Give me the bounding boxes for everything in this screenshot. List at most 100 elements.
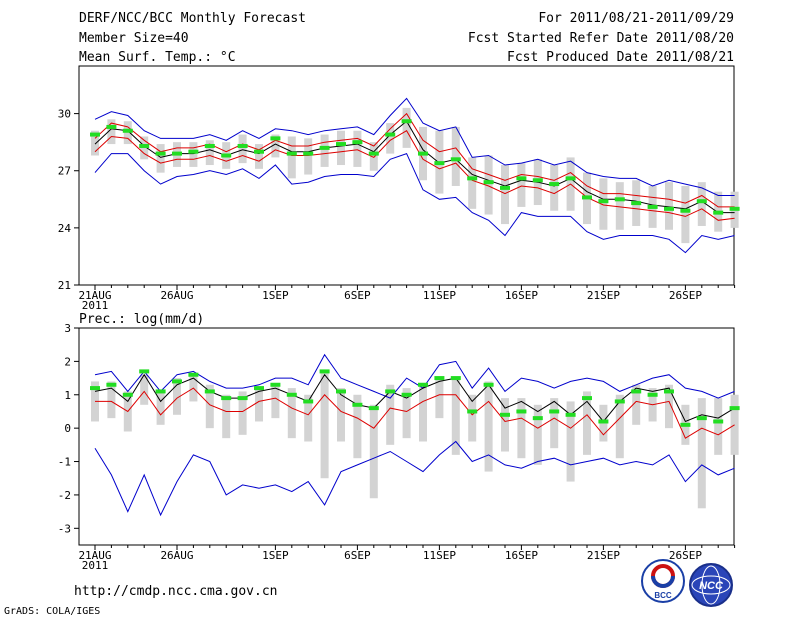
prec-spread-box <box>435 378 444 419</box>
prec-member-mark <box>106 382 117 387</box>
temp-spread-box <box>501 165 509 225</box>
prec-xtick-label: 21SEP <box>587 549 620 562</box>
prec-member-mark <box>188 372 199 377</box>
prec-spread-box <box>484 381 493 472</box>
temp-spread-box <box>205 140 214 166</box>
prec-ytick-label: -2 <box>58 489 71 502</box>
prec-spread-box <box>337 388 345 442</box>
temp-member-mark <box>516 176 527 181</box>
prec-member-mark <box>418 382 428 387</box>
temp-xtick-label: 1SEP <box>262 289 289 302</box>
temp-spread-box <box>255 144 263 169</box>
temp-member-mark <box>204 143 215 148</box>
prec-member-mark <box>664 389 674 394</box>
prec-member-mark <box>172 379 182 384</box>
temp-xtick-label: 21AUG <box>78 289 111 302</box>
variable-label: Mean Surf. Temp.: °C <box>79 50 236 65</box>
prec-member-mark <box>516 409 527 414</box>
prec-spread-box <box>714 398 723 455</box>
ncc-logo-text: NCC <box>699 580 724 592</box>
temp-member-mark <box>614 197 625 202</box>
temp-spread-box <box>402 107 411 148</box>
prec-member-mark <box>319 369 330 374</box>
chart-title: DERF/NCC/BCC Monthly Forecast <box>79 11 306 26</box>
prec-member-mark <box>631 389 642 394</box>
temp-member-mark <box>286 151 297 156</box>
prec-member-mark <box>122 392 133 397</box>
temp-ytick-label: 21 <box>58 279 71 292</box>
temp-member-mark <box>139 143 150 148</box>
prec-member-mark <box>336 389 346 394</box>
prec-member-mark <box>614 399 625 404</box>
temp-spread-box <box>369 142 378 171</box>
temp-xtick-label: 11SEP <box>423 289 456 302</box>
prec-xtick-label: 26AUG <box>160 549 193 562</box>
temp-spread-box <box>238 134 247 164</box>
produced-date: Fcst Produced Date 2011/08/21 <box>507 50 734 65</box>
temp-member-mark <box>565 176 576 181</box>
prec-member-mark <box>221 396 232 401</box>
prec-spread-box <box>550 398 559 449</box>
temp-spread-box <box>681 185 690 244</box>
temp-member-mark <box>336 142 346 147</box>
temp-xtick-label: 26AUG <box>160 289 193 302</box>
prec-spread-box <box>271 384 280 419</box>
temp-spread-box <box>271 134 280 158</box>
temp-member-mark <box>696 199 707 204</box>
footer-url: http://cmdp.ncc.cma.gov.cn <box>74 584 278 599</box>
prec-member-mark <box>155 389 166 394</box>
prec-member-mark <box>467 409 478 414</box>
temp-member-mark <box>221 153 232 158</box>
prec-member-mark <box>254 386 264 391</box>
temp-member-mark <box>237 143 248 148</box>
temp-ensemble-mean-line <box>94 120 735 214</box>
prec-xtick-label: 26SEP <box>669 549 702 562</box>
prec-spread-box <box>566 401 575 482</box>
prec-member-mark <box>500 412 510 417</box>
member-size: Member Size=40 <box>79 31 189 46</box>
temp-max-line <box>94 97 735 196</box>
temp-spread-box <box>484 155 493 215</box>
prec-member-mark <box>286 392 297 397</box>
temp-ytick-label: 30 <box>58 108 71 121</box>
prec-spread-box <box>320 371 329 479</box>
prec-member-mark <box>401 392 412 397</box>
prec-member-mark <box>483 382 494 387</box>
prec-member-mark <box>713 419 724 424</box>
temp-spread-box <box>337 130 345 166</box>
prec-spread-box <box>402 388 411 439</box>
temp-member-mark <box>270 136 281 141</box>
temp-xtick-label: 26SEP <box>669 289 702 302</box>
temp-spread-box <box>156 144 165 173</box>
prec-ytick-label: -3 <box>58 522 71 535</box>
prec-member-mark <box>680 422 691 427</box>
prec-spread-box <box>451 378 460 455</box>
temp-member-mark <box>729 206 740 211</box>
prec-member-mark <box>696 416 707 421</box>
temp-ytick-label: 24 <box>58 222 72 235</box>
temp-spread-box <box>665 182 673 230</box>
prec-ytick-label: 0 <box>64 422 71 435</box>
temp-member-mark <box>434 161 445 166</box>
temp-year-label: 2011 <box>82 299 109 312</box>
temp-member-mark <box>664 206 674 211</box>
temperature-panel: 21 24 27 30 21AUG 26AUG 1SEP 6SEP 11SEP 16SEP 21SE… <box>58 65 740 312</box>
temp-spread-box <box>386 123 395 154</box>
prec-xtick-label: 16SEP <box>505 549 538 562</box>
prec-ensemble-mean-line <box>94 373 735 423</box>
prec-spread-box <box>517 398 526 459</box>
prec-member-mark <box>549 409 560 414</box>
prec-spread-box <box>304 394 313 442</box>
prec-spread-box <box>583 391 591 455</box>
temp-member-mark <box>90 132 100 137</box>
temp-member-mark <box>122 128 133 133</box>
precipitation-panel: -3 -2 -1 0 1 2 3 21AUG 26AUG 1SEP 6SEP 11SEP 16SEP 21… <box>58 322 740 572</box>
temp-member-mark <box>713 210 724 215</box>
temp-spread-box <box>451 126 460 186</box>
precip-label: Prec.: log(mm/d) <box>79 312 204 327</box>
prec-member-mark <box>368 406 379 411</box>
temp-member-mark <box>319 145 330 150</box>
temp-spread-box <box>550 165 559 211</box>
prec-ytick-label: 3 <box>64 322 71 335</box>
